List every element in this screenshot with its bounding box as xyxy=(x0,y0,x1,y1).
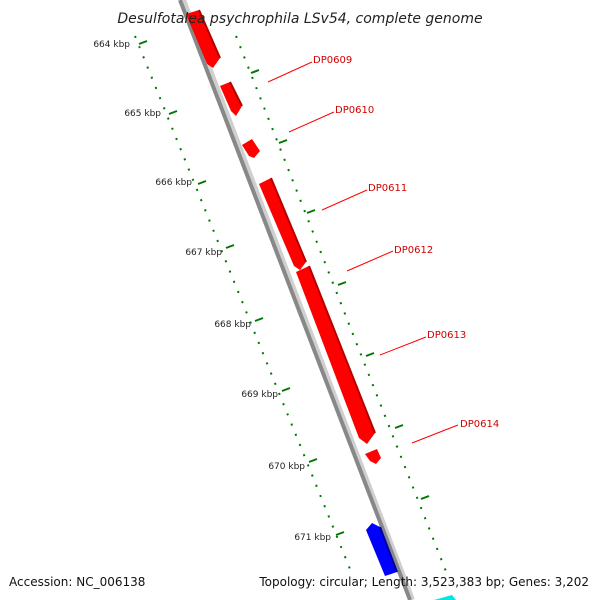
gene-label-dp0614[interactable]: DP0614 xyxy=(460,419,499,430)
kbp-label: 667 kbp xyxy=(185,248,222,258)
gene-shading xyxy=(198,9,221,59)
forward-genes xyxy=(186,9,381,464)
accession-text: Accession: NC_006138 xyxy=(9,575,145,589)
gene-arrow-dp0611[interactable] xyxy=(242,139,260,158)
leader-line-dp0611 xyxy=(321,189,368,211)
gene-shading xyxy=(308,265,376,434)
outer-major-tick xyxy=(278,139,288,144)
backbone-shadow xyxy=(180,0,415,600)
kbp-major-ticks xyxy=(138,40,345,536)
kbp-major-tick xyxy=(138,40,148,45)
outer-major-tick xyxy=(365,352,375,357)
outer-major-ticks xyxy=(250,69,430,500)
genome-backbone xyxy=(178,0,412,600)
gene-arrow-dp0609[interactable] xyxy=(186,10,220,68)
gene-label-dp0609[interactable]: DP0609 xyxy=(313,55,352,66)
gene-arrow-dp0614[interactable] xyxy=(365,449,381,464)
kbp-label: 664 kbp xyxy=(93,40,130,50)
gene-shading xyxy=(229,81,243,107)
gene-shading xyxy=(379,526,398,573)
kbp-label: 669 kbp xyxy=(241,390,278,400)
leader-line-dp0614 xyxy=(411,424,459,444)
kbp-label: 665 kbp xyxy=(124,109,161,119)
kbp-labels: 664 kbp 665 kbp 666 kbp 667 kbp 668 kbp … xyxy=(93,40,331,543)
kbp-major-tick xyxy=(168,110,178,115)
outer-major-tick xyxy=(394,424,404,429)
leader-line-dp0613 xyxy=(379,336,427,356)
kbp-label: 671 kbp xyxy=(294,533,331,543)
outer-major-tick xyxy=(306,209,316,214)
map-title: Desulfotalea psychrophila LSv54, complet… xyxy=(117,11,482,27)
kbp-major-tick xyxy=(197,180,207,185)
genome-summary-text: Topology: circular; Length: 3,523,383 bp… xyxy=(258,575,589,589)
kbp-major-tick xyxy=(281,387,291,392)
gene-arrow-reverse[interactable] xyxy=(366,523,397,576)
cyan-feature xyxy=(434,595,456,600)
outer-major-tick xyxy=(337,281,347,286)
gene-arrow-dp0613[interactable] xyxy=(296,266,375,444)
outer-major-tick xyxy=(250,69,260,74)
leader-line-dp0610 xyxy=(288,111,335,133)
kbp-major-tick xyxy=(335,531,345,536)
kbp-label: 670 kbp xyxy=(268,462,305,472)
kbp-label: 668 kbp xyxy=(214,320,251,330)
kbp-major-tick xyxy=(225,244,235,249)
gene-labels: DP0609 DP0610 DP0611 DP0612 DP0613 DP061… xyxy=(313,55,499,430)
kbp-label: 666 kbp xyxy=(155,178,192,188)
leader-line-dp0612 xyxy=(346,250,394,272)
leader-line-dp0609 xyxy=(267,61,313,83)
gene-shading xyxy=(270,177,307,263)
gene-label-dp0611[interactable]: DP0611 xyxy=(368,183,407,194)
outer-tick-track xyxy=(235,35,448,575)
gene-arrow-dp0612[interactable] xyxy=(259,178,306,270)
kbp-major-tick xyxy=(308,458,318,463)
kbp-major-tick xyxy=(254,317,264,322)
gene-label-dp0612[interactable]: DP0612 xyxy=(394,245,433,256)
gene-label-lines xyxy=(267,61,459,444)
gene-arrow-dp0610[interactable] xyxy=(220,82,242,116)
outer-major-tick xyxy=(420,495,430,500)
gene-label-dp0610[interactable]: DP0610 xyxy=(335,105,374,116)
gene-label-dp0613[interactable]: DP0613 xyxy=(427,330,466,341)
